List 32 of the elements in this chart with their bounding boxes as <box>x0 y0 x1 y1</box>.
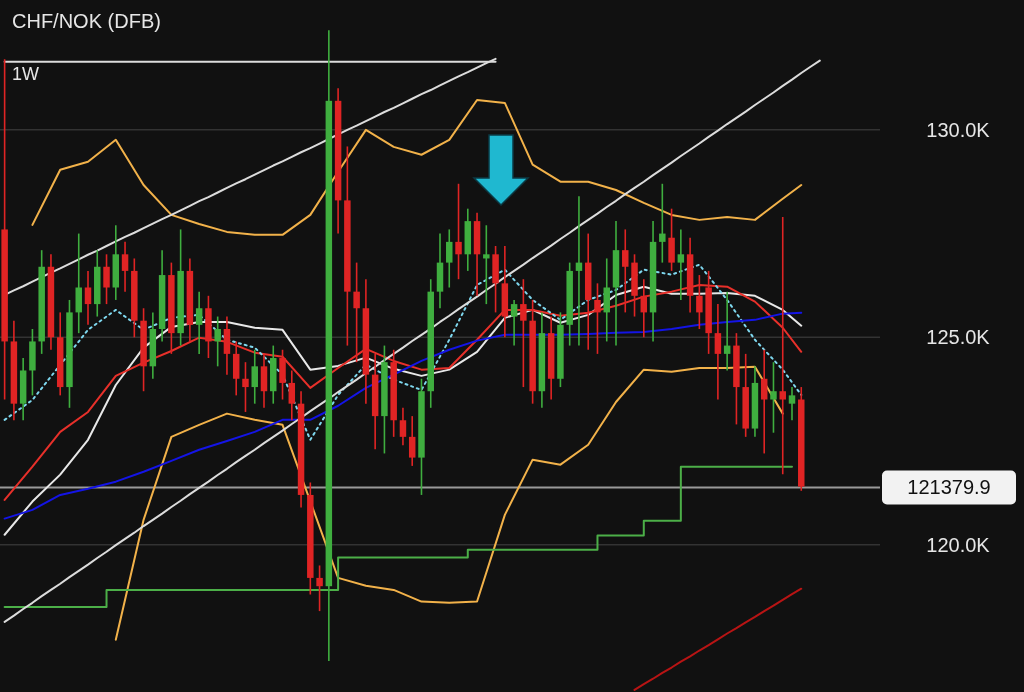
candlestick <box>510 299 518 347</box>
candlestick <box>446 228 453 289</box>
candlestick <box>760 348 768 455</box>
y-tick-label: 125.0K <box>926 326 991 349</box>
line-series <box>31 98 803 236</box>
candlestick <box>103 253 110 305</box>
ref-line-label: 121379.9 <box>907 476 991 499</box>
candlestick <box>195 290 203 355</box>
candlestick <box>242 361 249 413</box>
candlestick <box>251 348 258 405</box>
line-series <box>114 365 784 641</box>
candlestick <box>714 303 722 401</box>
candlestick <box>659 182 666 264</box>
candlestick <box>483 224 490 305</box>
candlestick <box>677 228 685 301</box>
text: 1W <box>12 64 40 84</box>
y-tick-label: 130.0K <box>926 118 991 141</box>
text: CHF/NOK (DFB) <box>12 10 161 32</box>
candlestick <box>121 241 129 293</box>
line-series <box>3 263 803 441</box>
y-tick-label: 120.0K <box>926 533 991 556</box>
candlestick <box>770 361 777 434</box>
candlestick <box>399 407 407 446</box>
line-series <box>633 587 803 691</box>
line-series <box>3 311 803 520</box>
candlestick <box>288 369 296 422</box>
candlestick <box>316 564 323 612</box>
candlestick <box>408 415 416 467</box>
candlestick <box>455 182 462 281</box>
line-series <box>3 59 821 623</box>
candlestick <box>788 386 796 422</box>
candlestick <box>214 315 221 368</box>
